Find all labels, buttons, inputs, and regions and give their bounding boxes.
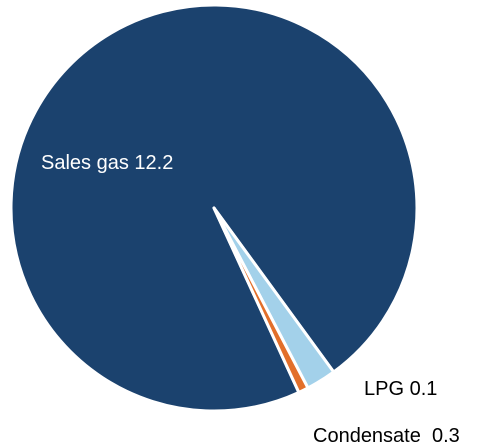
- pie-slice-lpg: [212, 206, 310, 394]
- slice-label-condensate: Condensate 0.3: [313, 425, 460, 446]
- slice-label-lpg: LPG 0.1: [364, 378, 437, 400]
- pie-slices: [9, 3, 419, 413]
- slice-label-sales-gas: Sales gas 12.2: [41, 152, 173, 174]
